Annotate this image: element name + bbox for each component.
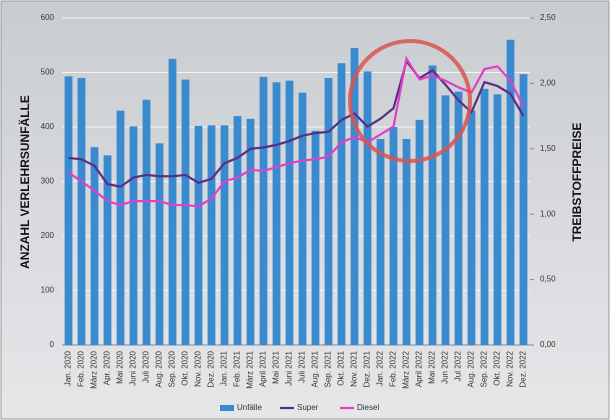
x-tick-label: Mai 2022 (428, 350, 437, 383)
x-tick-label: März 2020 (90, 350, 99, 388)
bar (181, 79, 190, 346)
bar (64, 76, 73, 345)
y2-tick-label: 2,50 (540, 13, 556, 22)
bar (519, 74, 528, 345)
bar (363, 71, 372, 345)
bar (298, 92, 307, 345)
y-axis-label: ANZAHL VERLEHRSUNFÄLLE (17, 95, 32, 269)
y2-tick-label: 0,00 (540, 340, 556, 349)
x-tick-label: Dez. 2022 (519, 350, 528, 387)
bar (259, 76, 268, 346)
x-tick-label: Nov. 2022 (506, 350, 515, 386)
legend-label: Super (297, 403, 319, 412)
x-tick-label: Nov. 2021 (350, 350, 359, 386)
bar (77, 77, 86, 345)
x-tick-label: Sep. 2022 (480, 350, 489, 387)
y2-tick-label: 2,00 (540, 79, 556, 88)
bar (480, 88, 489, 345)
x-tick-label: Mai 2020 (116, 350, 125, 383)
y-tick-label: 100 (41, 286, 55, 295)
x-tick-label: Juli 2020 (142, 350, 151, 383)
x-tick-label: Aug. 2021 (311, 350, 320, 387)
bar (428, 65, 437, 345)
x-tick-label: Okt. 2022 (493, 350, 502, 385)
bar (233, 116, 242, 345)
y-tick-label: 500 (41, 68, 55, 77)
x-tick-label: Dez. 2021 (363, 350, 372, 387)
x-tick-label: Feb. 2021 (233, 350, 242, 387)
bar (467, 110, 476, 346)
bar (155, 143, 164, 345)
x-tick-label: Apr. 2020 (103, 350, 112, 385)
y2-tick-label: 0,50 (540, 275, 556, 284)
y-tick-label: 600 (41, 13, 55, 22)
legend-label: Unfälle (237, 403, 262, 412)
bar (402, 138, 411, 345)
y-tick-label: 0 (50, 340, 55, 349)
line (67, 55, 525, 208)
legend-label: Diesel (357, 403, 379, 412)
x-tick-label: Nov. 2020 (194, 350, 203, 386)
x-tick-label: März 2021 (246, 350, 255, 388)
bar (324, 77, 333, 345)
y-tick-label: 200 (41, 231, 55, 240)
y2-tick-label: 1,00 (540, 209, 556, 218)
bar (207, 125, 216, 346)
x-tick-label: März 2022 (402, 350, 411, 388)
bar (90, 147, 99, 345)
bar (311, 130, 320, 345)
x-tick-label: Jan. 2021 (220, 350, 229, 386)
bar (337, 63, 346, 346)
x-tick-label: Sep. 2020 (168, 350, 177, 387)
highlight-circle (348, 39, 472, 163)
line (68, 58, 525, 188)
bar (493, 94, 502, 345)
y2-axis-label: TREIBSTOFFPREISE (570, 122, 584, 241)
x-tick-label: Juli 2021 (298, 350, 307, 383)
bar (168, 58, 177, 345)
bar (246, 118, 255, 345)
x-tick-label: Feb. 2022 (389, 350, 398, 387)
bar (441, 95, 450, 345)
bar (142, 99, 151, 345)
bar (454, 91, 463, 345)
bar (376, 138, 385, 345)
x-tick-label: Okt. 2021 (337, 350, 346, 385)
legend-swatch (220, 405, 234, 411)
x-tick-label: Sep. 2021 (324, 350, 333, 387)
x-tick-label: Jan. 2020 (64, 350, 73, 386)
bar (506, 39, 515, 346)
x-tick-label: Dez. 2020 (207, 350, 216, 387)
bar (415, 119, 424, 345)
bar (272, 82, 281, 345)
y-tick-label: 400 (41, 122, 55, 131)
x-tick-label: Jun 2022 (441, 350, 450, 383)
bar (389, 127, 398, 345)
bar (220, 125, 229, 346)
bar (129, 126, 138, 345)
x-tick-label: Feb. 2020 (77, 350, 86, 387)
y-tick-label: 300 (41, 177, 55, 186)
x-tick-label: April 2022 (415, 350, 424, 387)
bar (103, 155, 112, 345)
x-tick-label: April 2021 (259, 350, 268, 387)
x-tick-label: Aug. 2022 (467, 350, 476, 387)
bar (116, 110, 125, 346)
x-tick-label: Mai 2021 (272, 350, 281, 383)
x-tick-label: Aug. 2020 (155, 350, 164, 387)
x-tick-label: Okt. 2020 (181, 350, 190, 385)
bar (194, 125, 203, 345)
y2-tick-label: 1,50 (540, 144, 556, 153)
x-tick-label: Juni 2021 (285, 350, 294, 385)
bar (285, 80, 294, 346)
x-tick-label: Jul 2022 (454, 350, 463, 381)
x-tick-label: Juni 2020 (129, 350, 138, 385)
x-tick-label: Jan. 2022 (376, 350, 385, 386)
bar (350, 47, 359, 345)
